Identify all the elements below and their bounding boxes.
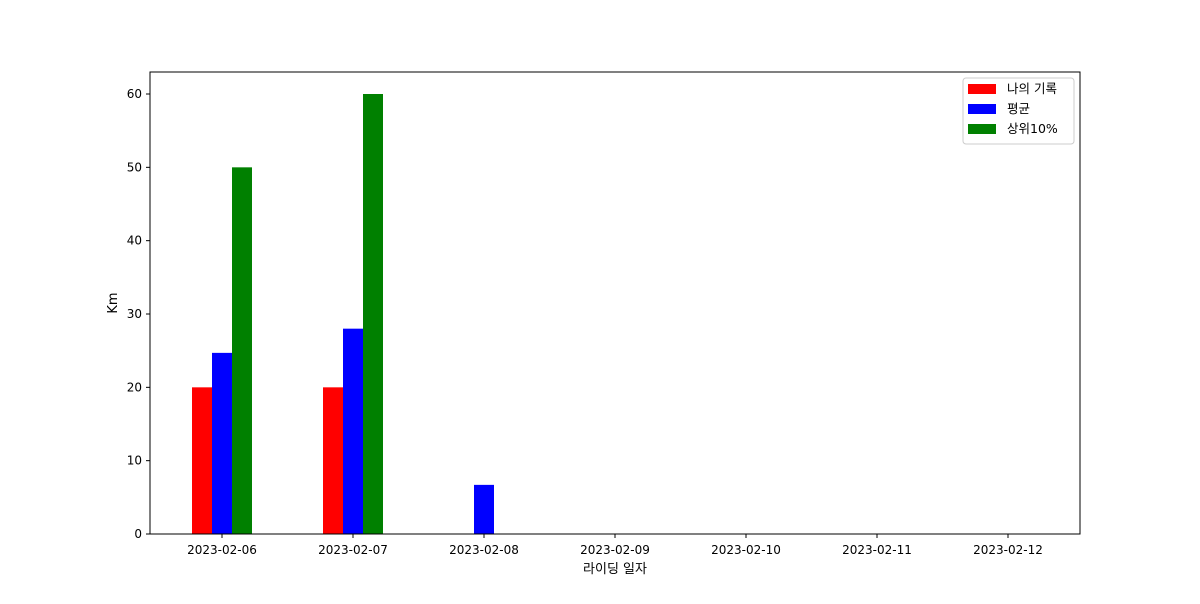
x-tick-label: 2023-02-09 xyxy=(580,543,650,557)
x-axis-ticks: 2023-02-06 2023-02-07 2023-02-08 2023-02-09… xyxy=(187,534,1043,557)
y-axis-label: Km xyxy=(106,292,121,313)
bar-2023-02-06-s0 xyxy=(192,387,212,534)
legend-label: 상위10% xyxy=(1007,121,1058,136)
legend-swatch xyxy=(968,84,996,94)
x-tick-label: 2023-02-06 xyxy=(187,543,257,557)
bar-2023-02-08-s1 xyxy=(474,484,494,534)
x-tick-label: 2023-02-10 xyxy=(711,543,781,557)
bar-2023-02-07-s2 xyxy=(363,94,383,534)
legend-label: 평균 xyxy=(1007,101,1030,116)
x-tick-label: 2023-02-08 xyxy=(449,543,519,557)
bar-2023-02-06-s2 xyxy=(232,167,252,535)
y-tick-label: 10 xyxy=(127,454,142,468)
x-tick-label: 2023-02-12 xyxy=(973,543,1043,557)
y-tick-label: 20 xyxy=(127,380,142,394)
y-tick-label: 60 xyxy=(127,87,142,101)
legend-label: 나의 기록 xyxy=(1007,81,1057,96)
bar-2023-02-07-s1 xyxy=(343,328,363,534)
y-tick-label: 40 xyxy=(127,234,142,248)
y-tick-label: 0 xyxy=(134,527,142,541)
bars-layer xyxy=(192,94,494,535)
plot-area-frame xyxy=(149,71,1081,535)
legend-swatch xyxy=(968,124,996,134)
y-tick-label: 30 xyxy=(127,307,142,321)
y-tick-label: 50 xyxy=(127,160,142,174)
x-tick-label: 2023-02-07 xyxy=(318,543,388,557)
y-axis-ticks: 0 10 20 30 40 50 60 xyxy=(127,87,150,541)
bar-2023-02-07-s0 xyxy=(323,387,343,534)
legend-swatch xyxy=(968,104,996,114)
x-axis-label: 라이딩 일자 xyxy=(583,562,647,577)
bar-2023-02-06-s1 xyxy=(212,352,232,534)
x-tick-label: 2023-02-11 xyxy=(842,543,912,557)
